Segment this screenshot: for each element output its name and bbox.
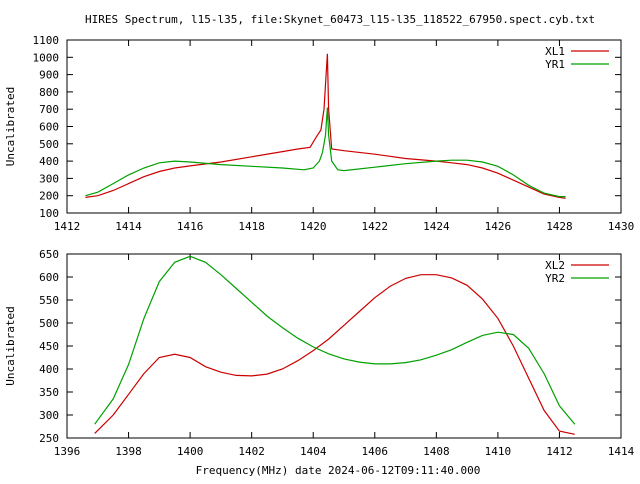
y-tick-label: 700 <box>39 103 59 116</box>
y-tick-label: 600 <box>39 121 59 134</box>
y-tick-label: 300 <box>39 409 59 422</box>
legend-label-yr1: YR1 <box>545 58 565 71</box>
series-line-xl2 <box>94 274 575 435</box>
y-tick-label: 1100 <box>33 34 60 47</box>
x-tick-label: 1398 <box>115 445 142 458</box>
x-tick-label: 1428 <box>546 220 573 233</box>
y-tick-label: 650 <box>39 248 59 261</box>
y-tick-label: 350 <box>39 386 59 399</box>
x-tick-label: 1422 <box>362 220 389 233</box>
y-tick-label: 400 <box>39 363 59 376</box>
y-tick-label: 550 <box>39 294 59 307</box>
legend-label-xl1: XL1 <box>545 45 565 58</box>
x-tick-label: 1424 <box>423 220 450 233</box>
chart-panels: 100 200 300 400 500 600 700 800 900 1000 1100 1412 1… <box>4 34 635 458</box>
x-tick-label: 1414 <box>608 445 635 458</box>
x-tick-label: 1408 <box>423 445 450 458</box>
y-tick-label: 200 <box>39 190 59 203</box>
x-tick-label: 1406 <box>362 445 389 458</box>
x-tick-label: 1426 <box>485 220 512 233</box>
x-tick-label: 1396 <box>54 445 81 458</box>
legend-label-yr2: YR2 <box>545 272 565 285</box>
legend-label-xl2: XL2 <box>545 259 565 272</box>
plot-frame <box>66 39 622 214</box>
panel-2: 250 300 350 400 450 500 550 600 650 1396 1398 1400 1… <box>4 248 635 458</box>
x-tick-label: 1414 <box>115 220 142 233</box>
x-tick-label: 1416 <box>177 220 204 233</box>
y-tick-label: 600 <box>39 271 59 284</box>
y-axis-label: Uncalibrated <box>4 87 17 166</box>
series-line-yr2 <box>94 255 576 425</box>
x-tick-label: 1430 <box>608 220 635 233</box>
x-tick-label: 1412 <box>546 445 573 458</box>
plot-frame <box>66 253 622 439</box>
panel-1: 100 200 300 400 500 600 700 800 900 1000 1100 1412 1… <box>4 34 634 233</box>
x-axis-label: Frequency(MHz) date 2024-06-12T09:11:40.… <box>196 464 481 477</box>
series-line-xl1 <box>85 53 566 199</box>
x-tick-label: 1410 <box>485 445 512 458</box>
x-tick-label: 1412 <box>54 220 81 233</box>
y-tick-label: 900 <box>39 69 59 82</box>
y-tick-label: 800 <box>39 86 59 99</box>
y-tick-label: 400 <box>39 155 59 168</box>
x-tick-label: 1400 <box>177 445 204 458</box>
y-tick-label: 250 <box>39 432 59 445</box>
y-tick-label: 1000 <box>33 51 60 64</box>
x-tick-label: 1404 <box>300 445 327 458</box>
y-tick-label: 100 <box>39 207 59 220</box>
y-tick-label: 300 <box>39 172 59 185</box>
x-tick-label: 1402 <box>238 445 265 458</box>
y-tick-label: 500 <box>39 317 59 330</box>
y-tick-label: 500 <box>39 138 59 151</box>
y-axis-label: Uncalibrated <box>4 306 17 385</box>
x-tick-label: 1420 <box>300 220 327 233</box>
x-tick-label: 1418 <box>238 220 265 233</box>
chart-title: HIRES Spectrum, l15-l35, file:Skynet_604… <box>85 13 595 26</box>
series-line-yr1 <box>85 107 566 198</box>
y-tick-label: 450 <box>39 340 59 353</box>
